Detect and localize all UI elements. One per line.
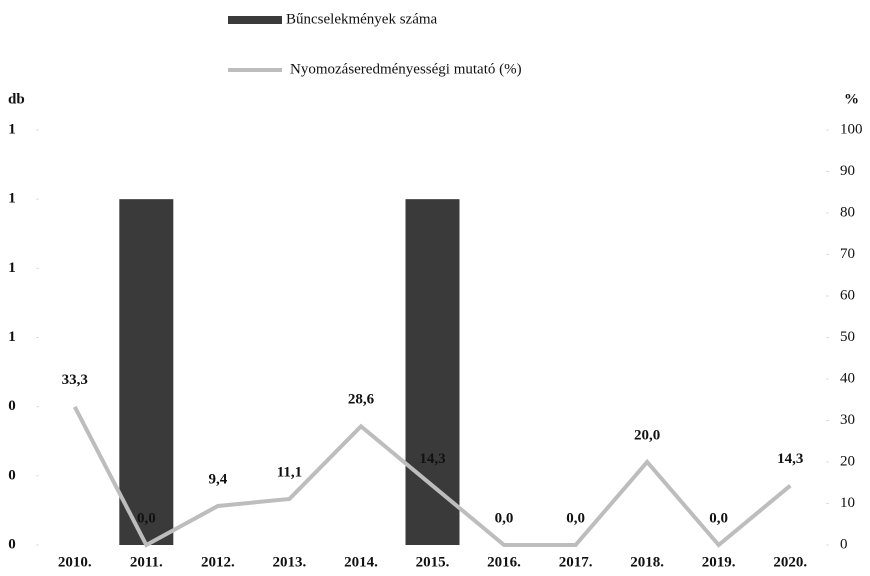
y-tick-label: 0 — [8, 536, 16, 552]
x-tick-label: 2013. — [273, 554, 307, 570]
x-tick-label: 2012. — [201, 554, 235, 570]
data-label: 14,3 — [419, 451, 445, 467]
y2-tick-label: 80 — [840, 204, 855, 220]
data-label: 0,0 — [709, 510, 728, 526]
x-tick-label: 2019. — [702, 554, 736, 570]
y2-tick-label: 40 — [840, 370, 855, 386]
y2-tick-label: 70 — [840, 246, 855, 262]
y-tick-label: 0 — [8, 467, 16, 483]
y2-tick-label: 90 — [840, 163, 855, 179]
data-label: 11,1 — [277, 464, 302, 480]
x-tick-label: 2011. — [130, 554, 163, 570]
x-tick-label: 2020. — [773, 554, 807, 570]
bar — [119, 199, 174, 545]
legend-label: Bűncselekmények száma — [286, 11, 438, 27]
y-tick-label: 1 — [8, 191, 16, 207]
data-label: 0,0 — [495, 510, 514, 526]
y2-tick-label: 50 — [840, 329, 855, 345]
data-label: 20,0 — [634, 427, 660, 443]
y-tick-label: 1 — [8, 329, 16, 345]
y2-tick-label: 30 — [840, 412, 855, 428]
data-label: 0,0 — [137, 510, 156, 526]
data-label: 28,6 — [348, 392, 375, 408]
bar — [405, 199, 460, 545]
y2-tick-label: 20 — [840, 453, 855, 469]
x-tick-label: 2014. — [344, 554, 378, 570]
y-axis-title: db — [8, 91, 25, 107]
data-label: 0,0 — [566, 510, 585, 526]
y2-tick-label: 10 — [840, 495, 855, 511]
x-tick-label: 2017. — [559, 554, 593, 570]
x-tick-label: 2010. — [58, 554, 92, 570]
y2-tick-label: 60 — [840, 287, 855, 303]
y-tick-label: 1 — [8, 260, 16, 276]
y2-tick-label: 0 — [840, 536, 848, 552]
legend-swatch — [228, 16, 282, 24]
y-tick-label: 0 — [8, 398, 16, 414]
line — [72, 405, 792, 548]
x-tick-label: 2016. — [487, 554, 521, 570]
data-label: 14,3 — [777, 451, 803, 467]
data-label: 9,4 — [208, 471, 227, 487]
x-tick-label: 2015. — [416, 554, 450, 570]
x-tick-label: 2018. — [630, 554, 664, 570]
y2-axis-title: % — [844, 91, 859, 107]
y2-tick-label: 100 — [840, 121, 863, 137]
data-label: 33,3 — [62, 372, 88, 388]
y-tick-label: 1 — [8, 121, 16, 137]
legend-label: Nyomozáseredményességi mutató (%) — [290, 61, 522, 77]
